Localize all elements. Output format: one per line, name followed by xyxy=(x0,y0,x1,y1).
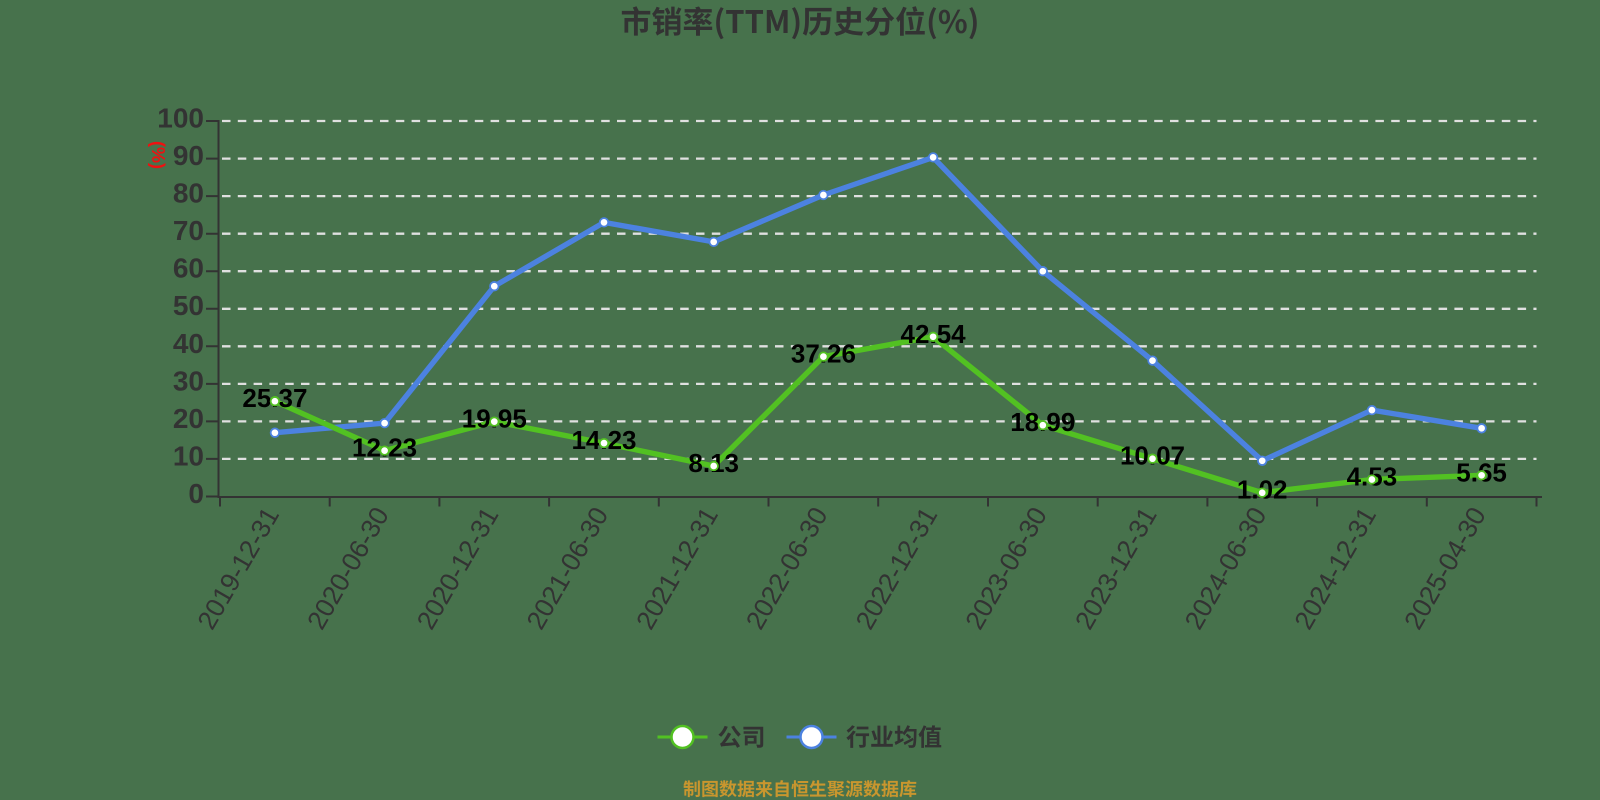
svg-text:100: 100 xyxy=(157,103,204,134)
svg-text:(%): (%) xyxy=(148,141,168,169)
svg-text:10: 10 xyxy=(173,440,204,471)
svg-text:0: 0 xyxy=(188,478,204,509)
svg-text:70: 70 xyxy=(173,215,204,246)
svg-text:80: 80 xyxy=(173,178,204,209)
svg-text:60: 60 xyxy=(173,253,204,284)
svg-text:30: 30 xyxy=(173,365,204,396)
svg-text:20: 20 xyxy=(173,403,204,434)
svg-text:90: 90 xyxy=(173,140,204,171)
svg-text:40: 40 xyxy=(173,328,204,359)
svg-text:50: 50 xyxy=(173,290,204,321)
